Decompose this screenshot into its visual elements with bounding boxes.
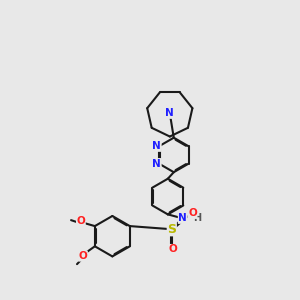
Text: N: N	[165, 108, 174, 118]
Text: N: N	[152, 159, 161, 169]
Text: O: O	[79, 251, 87, 261]
Text: H: H	[194, 213, 202, 224]
Text: S: S	[167, 223, 176, 236]
Text: N: N	[178, 213, 187, 224]
Text: O: O	[76, 216, 85, 226]
Text: O: O	[169, 244, 178, 254]
Text: N: N	[152, 141, 161, 151]
Text: O: O	[188, 208, 197, 218]
